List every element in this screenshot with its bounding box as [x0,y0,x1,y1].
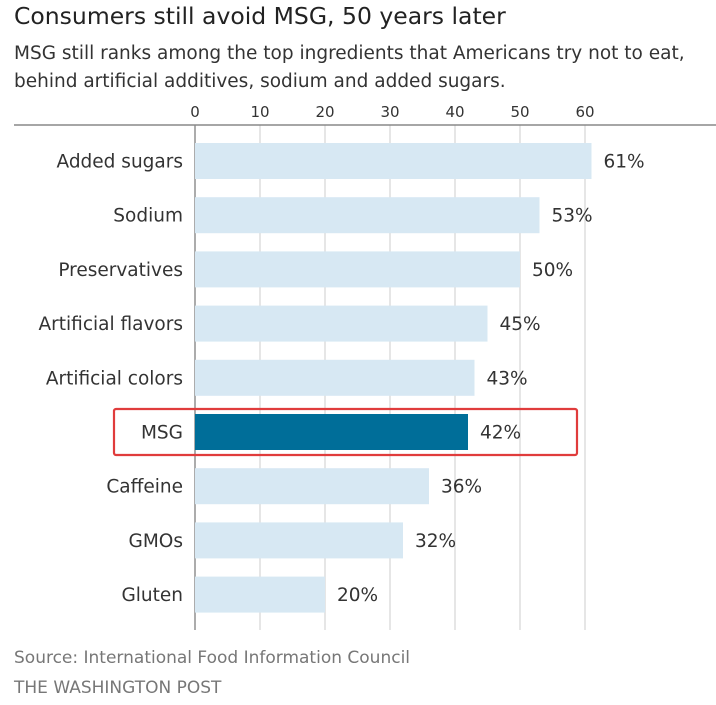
chart-title: Consumers still avoid MSG, 50 years late… [14,2,506,30]
bar-caffeine [195,468,429,505]
bar-gluten [195,576,325,613]
category-label: Added sugars [56,152,183,173]
value-labels: 61% 53% 50% 45% 43% 42% 36% 32% 20% [337,152,645,607]
chart-subtitle: MSG still ranks among the top ingredient… [14,43,685,92]
x-tick-label: 0 [190,103,200,121]
category-label: Artificial flavors [39,314,183,335]
bar-sodium [195,197,540,234]
bar-msg [195,414,468,450]
category-label: Gluten [121,585,183,606]
category-label: MSG [141,423,183,444]
category-label: Artificial colors [46,368,183,389]
x-tick-label: 50 [510,103,529,121]
x-tick-label: 60 [575,103,594,121]
value-label: 61% [604,152,645,173]
axis-frame [14,124,716,457]
bars [195,143,592,613]
bar-gmos [195,522,403,559]
bar-artificial-colors [195,359,475,396]
value-label: 45% [500,314,541,335]
category-label: Caffeine [106,477,183,498]
category-labels: Added sugars Sodium Preservatives Artificia… [39,152,183,607]
highlight-box [112,407,579,457]
value-label: 53% [552,206,593,227]
value-label: 20% [337,585,378,606]
x-tick-label: 30 [380,103,399,121]
category-label: Preservatives [58,260,183,281]
value-label: 43% [487,368,528,389]
bar-preservatives [195,251,520,288]
category-label: GMOs [129,531,184,552]
x-tick-label: 40 [445,103,464,121]
bar-artificial-flavors [195,305,488,342]
publisher-credit: THE WASHINGTON POST [14,678,222,698]
value-label: 32% [415,531,456,552]
value-label: 42% [480,423,521,444]
x-tick-label: 20 [315,103,334,121]
value-label: 36% [441,477,482,498]
x-tick-labels: 0 10 20 30 40 50 60 [190,103,594,121]
category-label: Sodium [113,206,183,227]
bar-added-sugars [195,143,592,179]
x-tick-label: 10 [250,103,269,121]
bar-chart: 0 10 20 30 40 50 60 Added sugars Sodium Preserva… [14,103,716,630]
value-label: 50% [532,260,573,281]
source-note: Source: International Food Information C… [14,648,411,668]
